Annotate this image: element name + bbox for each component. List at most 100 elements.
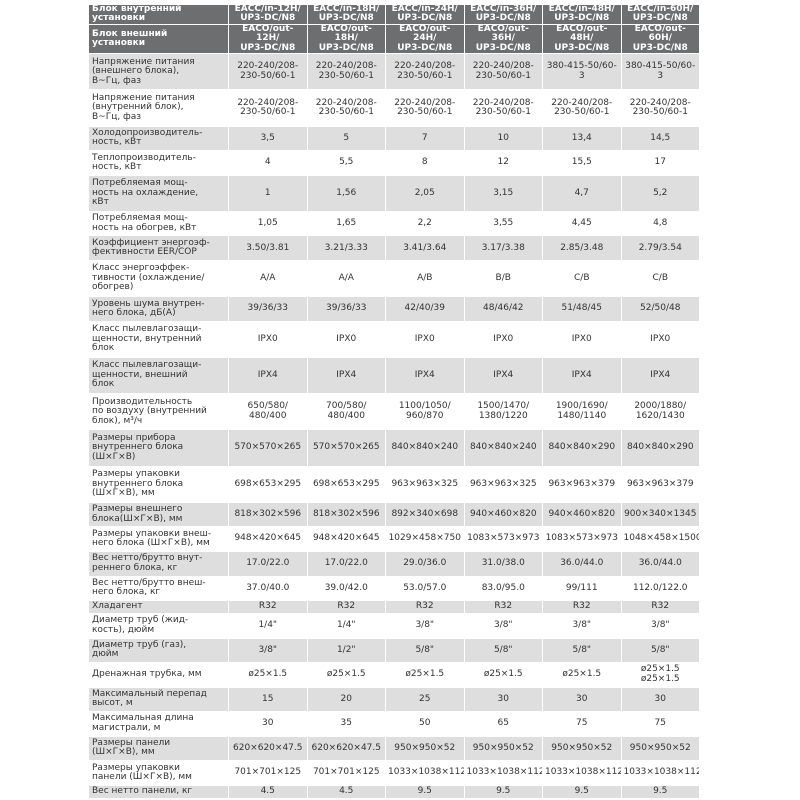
table-row: Вес нетто/брутто внут- реннего блока, кг… xyxy=(88,550,700,577)
cell: 220-240/208- 230-50/60-1 xyxy=(385,53,465,91)
cell: 9.5 xyxy=(542,784,622,800)
cell: 220-240/208- 230-50/60-1 xyxy=(228,53,308,91)
row-label: Коэффициент энергоэф- фективности EER/CO… xyxy=(88,235,229,262)
cell: ø25×1.5 xyxy=(463,662,543,688)
cell: 30 xyxy=(542,686,622,713)
cell: 65 xyxy=(463,711,543,737)
table-row: Вес нетто/брутто внеш- него блока, кг 37.… xyxy=(88,575,700,602)
table-row: Производительность по воздуху (внутренни… xyxy=(88,393,700,431)
cell: 963×963×325 xyxy=(385,465,465,503)
cell: 8 xyxy=(385,150,465,176)
table-row: Диаметр труб (жид- кость), дюйм 1/4" 1/4" 3… xyxy=(88,612,700,639)
table-row: Максимальная длина магистрали, м 30 35 50 65… xyxy=(88,711,700,737)
cell: 3.41/3.64 xyxy=(385,235,465,262)
cell: 30 xyxy=(228,711,308,737)
cell: 1/2" xyxy=(306,637,386,664)
cell: 963×963×379 xyxy=(542,465,622,503)
table-row: Коэффициент энергоэф- фективности EER/CO… xyxy=(88,235,700,262)
cell: 4.5 xyxy=(306,784,386,800)
cell: 3,55 xyxy=(463,210,543,237)
cell: IPX4 xyxy=(385,357,465,395)
cell: 75 xyxy=(620,711,700,737)
header-row: Блок внутренний установки EACC/in-12H/ UP… xyxy=(88,4,700,25)
row-label: Размеры прибора внутреннего блока (Ш×Г×В… xyxy=(88,429,229,467)
cell: 840×840×290 xyxy=(620,429,700,467)
cell: 4,7 xyxy=(542,174,622,212)
cell: 892×340×698 xyxy=(385,501,465,528)
cell: 698×653×295 xyxy=(228,465,308,503)
cell: 1100/1050/ 960/870 xyxy=(385,393,465,431)
cell: 50 xyxy=(385,711,465,737)
row-label: Теплопроизводитель- ность, кВт xyxy=(88,150,229,176)
cell: 1,05 xyxy=(228,210,308,237)
cell: 1500/1470/ 1380/1220 xyxy=(463,393,543,431)
table-row: Размеры упаковки внеш- него блока (Ш×Г×В… xyxy=(88,526,700,552)
cell: 17 xyxy=(620,150,700,176)
cell: 5/8" xyxy=(463,637,543,664)
cell: EACO/out-24H/ UP3-DC/N8 xyxy=(385,23,465,55)
cell: 1/4" xyxy=(228,612,308,639)
cell: 31.0/38.0 xyxy=(463,550,543,577)
cell: 9.5 xyxy=(385,784,465,800)
row-label: Максимальный перепад высот, м xyxy=(88,686,229,713)
table-row: Потребляемая мощ- ность на обогрев, кВт 1… xyxy=(88,210,700,237)
cell: R32 xyxy=(620,600,700,614)
table-row: Диаметр труб (газ), дюйм 3/8" 1/2" 5/8" 5/8"… xyxy=(88,637,700,664)
cell: 701×701×125 xyxy=(306,760,386,786)
table-row: Класс пылевлагозащи- щенности, внешний б… xyxy=(88,357,700,395)
cell: R32 xyxy=(542,600,622,614)
row-label: Блок внутренний установки xyxy=(88,4,229,25)
cell: 1900/1690/ 1480/1140 xyxy=(542,393,622,431)
cell: 840×840×290 xyxy=(542,429,622,467)
table-row: Вес нетто панели, кг 4.5 4.5 9.5 9.5 9.5 9.5 xyxy=(88,784,700,800)
table-row: Хладагент R32 R32 R32 R32 R32 R32 xyxy=(88,600,700,614)
cell: 15,5 xyxy=(542,150,622,176)
cell: R32 xyxy=(463,600,543,614)
cell: 818×302×596 xyxy=(228,501,308,528)
table-row: Холодопроизводитель- ность, кВт 3,5 5 7 10 13… xyxy=(88,125,700,152)
row-label: Производительность по воздуху (внутренни… xyxy=(88,393,229,431)
cell: 3/8" xyxy=(542,612,622,639)
cell: IPX4 xyxy=(306,357,386,395)
cell: 380-415-50/60-3 xyxy=(620,53,700,91)
cell: ø25×1.5 xyxy=(306,662,386,688)
cell: 2,2 xyxy=(385,210,465,237)
cell: 940×460×820 xyxy=(542,501,622,528)
table-row: Размеры панели (Ш×Г×В), мм 620×620×47.5 62… xyxy=(88,735,700,762)
cell: 1029×458×750 xyxy=(385,526,465,552)
cell: 15 xyxy=(228,686,308,713)
cell: 52/50/48 xyxy=(620,296,700,322)
cell: 2.79/3.54 xyxy=(620,235,700,262)
table-row: Напряжение питания (внешнего блока), В~Г… xyxy=(88,53,700,91)
cell: 51/48/45 xyxy=(542,296,622,322)
cell: R32 xyxy=(306,600,386,614)
cell: 940×460×820 xyxy=(463,501,543,528)
cell: 48/46/42 xyxy=(463,296,543,322)
cell: 5 xyxy=(306,125,386,152)
cell: EACC/in-60H/ UP3-DC/N8 xyxy=(620,4,700,25)
table-row: Максимальный перепад высот, м 15 20 25 30 30 3… xyxy=(88,686,700,713)
cell: ø25×1.5 xyxy=(542,662,622,688)
row-label: Диаметр труб (газ), дюйм xyxy=(88,637,229,664)
cell: 4,8 xyxy=(620,210,700,237)
cell: 950×950×52 xyxy=(542,735,622,762)
table-body: Напряжение питания (внешнего блока), В~Г… xyxy=(88,53,700,800)
row-label: Класс пылевлагозащи- щенности, внутренни… xyxy=(88,320,229,359)
table-row: Класс пылевлагозащи- щенности, внутренни… xyxy=(88,320,700,359)
table-row: Теплопроизводитель- ность, кВт 4 5,5 8 12 15,… xyxy=(88,150,700,176)
table-row: Размеры упаковки внутреннего блока (Ш×Г×… xyxy=(88,465,700,503)
cell: IPX0 xyxy=(620,320,700,359)
cell: 840×840×240 xyxy=(385,429,465,467)
row-label: Хладагент xyxy=(88,600,229,614)
row-label: Вес нетто/брутто внеш- него блока, кг xyxy=(88,575,229,602)
cell: 35 xyxy=(306,711,386,737)
row-label: Холодопроизводитель- ность, кВт xyxy=(88,125,229,152)
cell: 220-240/208- 230-50/60-1 xyxy=(306,89,386,127)
cell: EACO/out-48H/ UP3-DC/N8 xyxy=(542,23,622,55)
spec-table: Блок внутренний установки EACC/in-12H/ UP… xyxy=(88,4,700,800)
cell: EACO/out-36H/ UP3-DC/N8 xyxy=(463,23,543,55)
cell: R32 xyxy=(385,600,465,614)
cell: 1033×1038×112 xyxy=(385,760,465,786)
cell: IPX0 xyxy=(463,320,543,359)
